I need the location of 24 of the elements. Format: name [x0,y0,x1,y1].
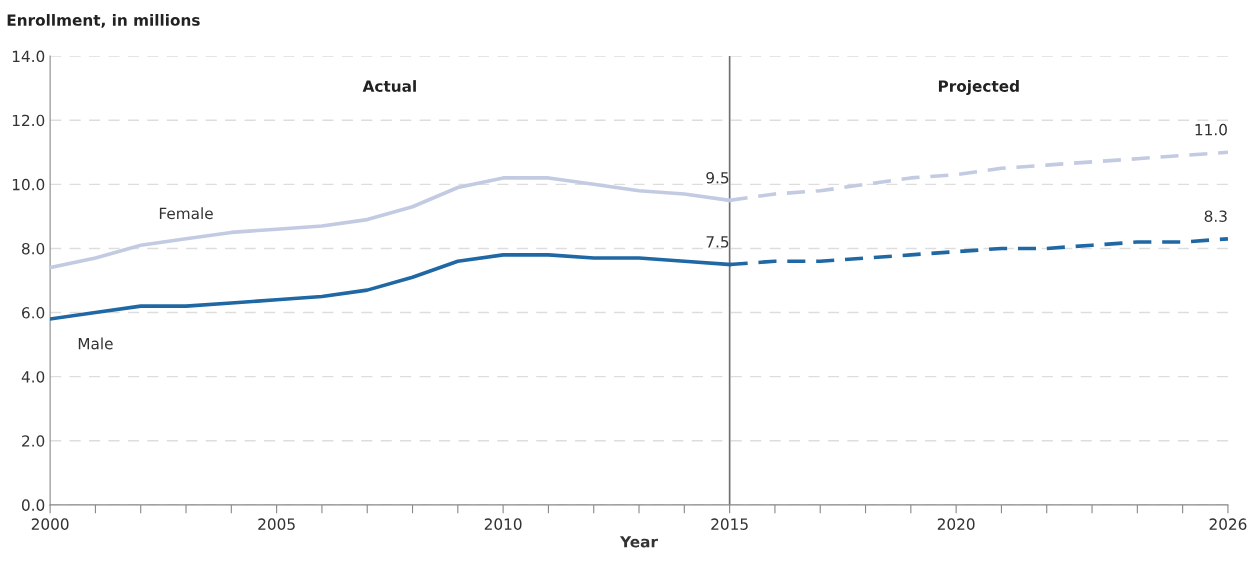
y-tick-label: 12.0 [12,114,45,127]
x-axis-title: Year [619,536,658,548]
y-tick-label: 10.0 [12,178,45,191]
x-tick-label: 2000 [31,518,69,530]
x-tick-label: 2026 [1209,518,1247,530]
data-label: 7.5 [706,236,729,248]
y-tick-label: 6.0 [22,307,45,319]
x-tick-label: 2010 [484,518,522,530]
y-tick-label: 8.0 [22,242,45,255]
series-label: Male [78,337,113,350]
y-tick-label: 0.0 [21,499,45,511]
y-axis-title: Enrollment, in millions [7,14,200,28]
x-tick-label: 2005 [258,518,295,530]
annotation: Projected [938,80,1019,95]
x-tick-label: 2015 [711,518,748,530]
y-tick-label: 4.0 [21,371,45,383]
annotation: Actual [362,80,416,92]
data-label: 9.5 [706,171,729,184]
y-tick-label: 14.0 [12,50,45,63]
x-tick-label: 2020 [937,518,975,530]
y-tick-label: 2.0 [22,435,45,447]
data-label: 11.0 [1195,123,1227,136]
data-label: 8.3 [1204,210,1227,222]
series-label: Female [159,207,213,220]
